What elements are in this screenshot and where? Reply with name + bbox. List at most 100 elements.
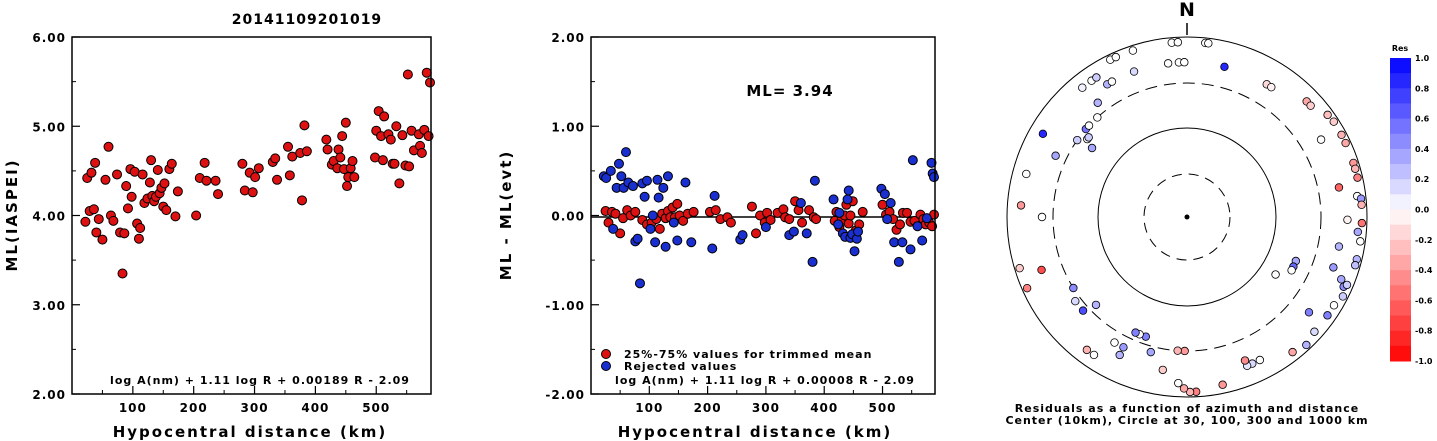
trimmed-data-point: [895, 219, 906, 230]
residual-color-scale: Res 1.0 0.8 0.6 0.4 0.2 0.0 -0.2 -0.4 -0.6 -0.8 -1…: [1390, 44, 1433, 366]
polar-station-point: [1180, 346, 1189, 356]
left-chart-ylabel: ML(IASPEI): [3, 158, 21, 271]
polar-station-point: [1173, 38, 1183, 47]
left-data-point: [108, 215, 119, 226]
left-data-point: [91, 227, 102, 238]
left-data-point: [247, 187, 258, 198]
polar-station-point: [1337, 130, 1346, 140]
polar-station-point: [1131, 328, 1140, 337]
rejected-data-point: [634, 278, 645, 289]
trimmed-data-point: [877, 199, 888, 210]
left-chart-ytick-label: 5.00: [32, 120, 66, 134]
left-data-point: [299, 120, 310, 131]
polar-station-point: [1163, 59, 1173, 68]
color-scale-label: 0.2: [1415, 175, 1429, 184]
rejected-data-point: [828, 194, 839, 205]
left-chart-points: [80, 67, 435, 279]
left-data-point: [425, 77, 435, 88]
rejected-data-point: [652, 174, 663, 185]
left-data-point: [133, 233, 144, 244]
polar-station-point: [1073, 135, 1082, 145]
polar-station-point: [1016, 201, 1026, 210]
left-data-point: [389, 158, 400, 169]
left-data-point: [121, 181, 132, 192]
color-scale-step: [1390, 315, 1411, 332]
rejected-data-point: [680, 177, 691, 188]
polar-station-point: [1357, 200, 1366, 209]
color-scale-label: -0.6: [1415, 296, 1433, 305]
left-data-point: [88, 204, 99, 215]
rejected-data-point: [645, 223, 656, 234]
trimmed-data-point: [746, 201, 757, 212]
left-chart-xtick-label: 400: [301, 401, 329, 415]
polar-station-point: [1038, 129, 1048, 139]
left-data-point: [253, 163, 264, 174]
left-data-point: [97, 234, 108, 245]
middle-chart-ytick-label: 1.00: [551, 120, 585, 134]
middle-chart-ytick-label: 2.00: [551, 31, 585, 45]
trimmed-data-point: [688, 206, 699, 217]
rejected-data-point: [616, 171, 627, 182]
rejected-data-point: [849, 246, 860, 257]
left-data-point: [103, 141, 114, 152]
trimmed-data-point: [678, 215, 689, 226]
trimmed-data-point: [672, 198, 683, 209]
rejected-data-point: [662, 171, 673, 182]
left-data-point: [100, 174, 111, 185]
polar-station-point: [1351, 164, 1360, 173]
rejected-data-point: [613, 158, 624, 169]
middle-chart-ytick-label: 0.00: [551, 210, 585, 224]
rejected-data-point: [809, 175, 820, 186]
polar-station-point: [1288, 347, 1297, 357]
trimmed-data-point: [902, 207, 913, 218]
trimmed-data-point: [784, 214, 795, 225]
polar-caption-line2: Center (10km), Circle at 30, 100, 300 an…: [1005, 414, 1368, 427]
rejected-data-point: [842, 194, 853, 205]
left-data-point: [284, 170, 295, 181]
rejected-data-point: [834, 207, 845, 218]
left-chart: 100 200 300 400 500 2.00 3.00 4.00 5.00 6.00 Hypo…: [3, 31, 435, 441]
rejected-data-point: [905, 244, 916, 255]
left-data-point: [166, 158, 177, 169]
left-data-point: [80, 216, 91, 227]
left-data-point: [349, 172, 360, 183]
left-data-point: [347, 156, 358, 167]
polar-station-point: [1037, 212, 1047, 222]
rejected-data-point: [907, 155, 918, 166]
left-data-point: [117, 268, 128, 279]
left-data-point: [322, 144, 333, 155]
rejected-data-point: [882, 214, 893, 225]
color-scale-step: [1390, 270, 1411, 286]
left-chart-xtick-label: 100: [119, 401, 147, 415]
middle-chart-xtick-label: 500: [868, 401, 896, 415]
rejected-data-point: [801, 228, 812, 239]
rejected-data-point: [917, 235, 928, 246]
polar-station-point: [1179, 384, 1189, 393]
rejected-data-point: [658, 182, 669, 193]
polar-station-point: [1107, 77, 1117, 86]
trimmed-data-point: [615, 228, 626, 239]
left-chart-ytick-label: 4.00: [32, 210, 66, 224]
rejected-data-point: [650, 237, 661, 248]
middle-chart-ml-value: ML= 3.94: [746, 82, 833, 100]
color-scale-step: [1390, 345, 1411, 362]
trimmed-data-point: [778, 204, 789, 215]
rejected-data-point: [668, 217, 679, 228]
left-data-point: [112, 169, 123, 180]
middle-chart: 100 200 300 400 500 -2.00 -1.00 0.00 1.00 2.00 Hy…: [497, 31, 939, 441]
left-data-point: [333, 144, 344, 155]
polar-chart: N Residuals as a function of azimuth and…: [1005, 0, 1368, 427]
polar-station-point: [1310, 327, 1319, 336]
left-data-point: [402, 69, 413, 80]
rejected-data-point: [707, 243, 718, 254]
polar-station-point: [1129, 67, 1139, 76]
color-scale-title: Res: [1392, 44, 1409, 53]
color-scale-label: 0.6: [1415, 115, 1430, 124]
left-data-point: [335, 152, 346, 163]
rejected-data-point: [672, 235, 683, 246]
left-data-point: [397, 130, 408, 141]
color-scale-step: [1390, 194, 1411, 210]
polar-station-point: [1091, 300, 1101, 310]
polar-station-point: [1255, 355, 1265, 365]
polar-caption-line1: Residuals as a function of azimuth and d…: [1015, 402, 1359, 415]
